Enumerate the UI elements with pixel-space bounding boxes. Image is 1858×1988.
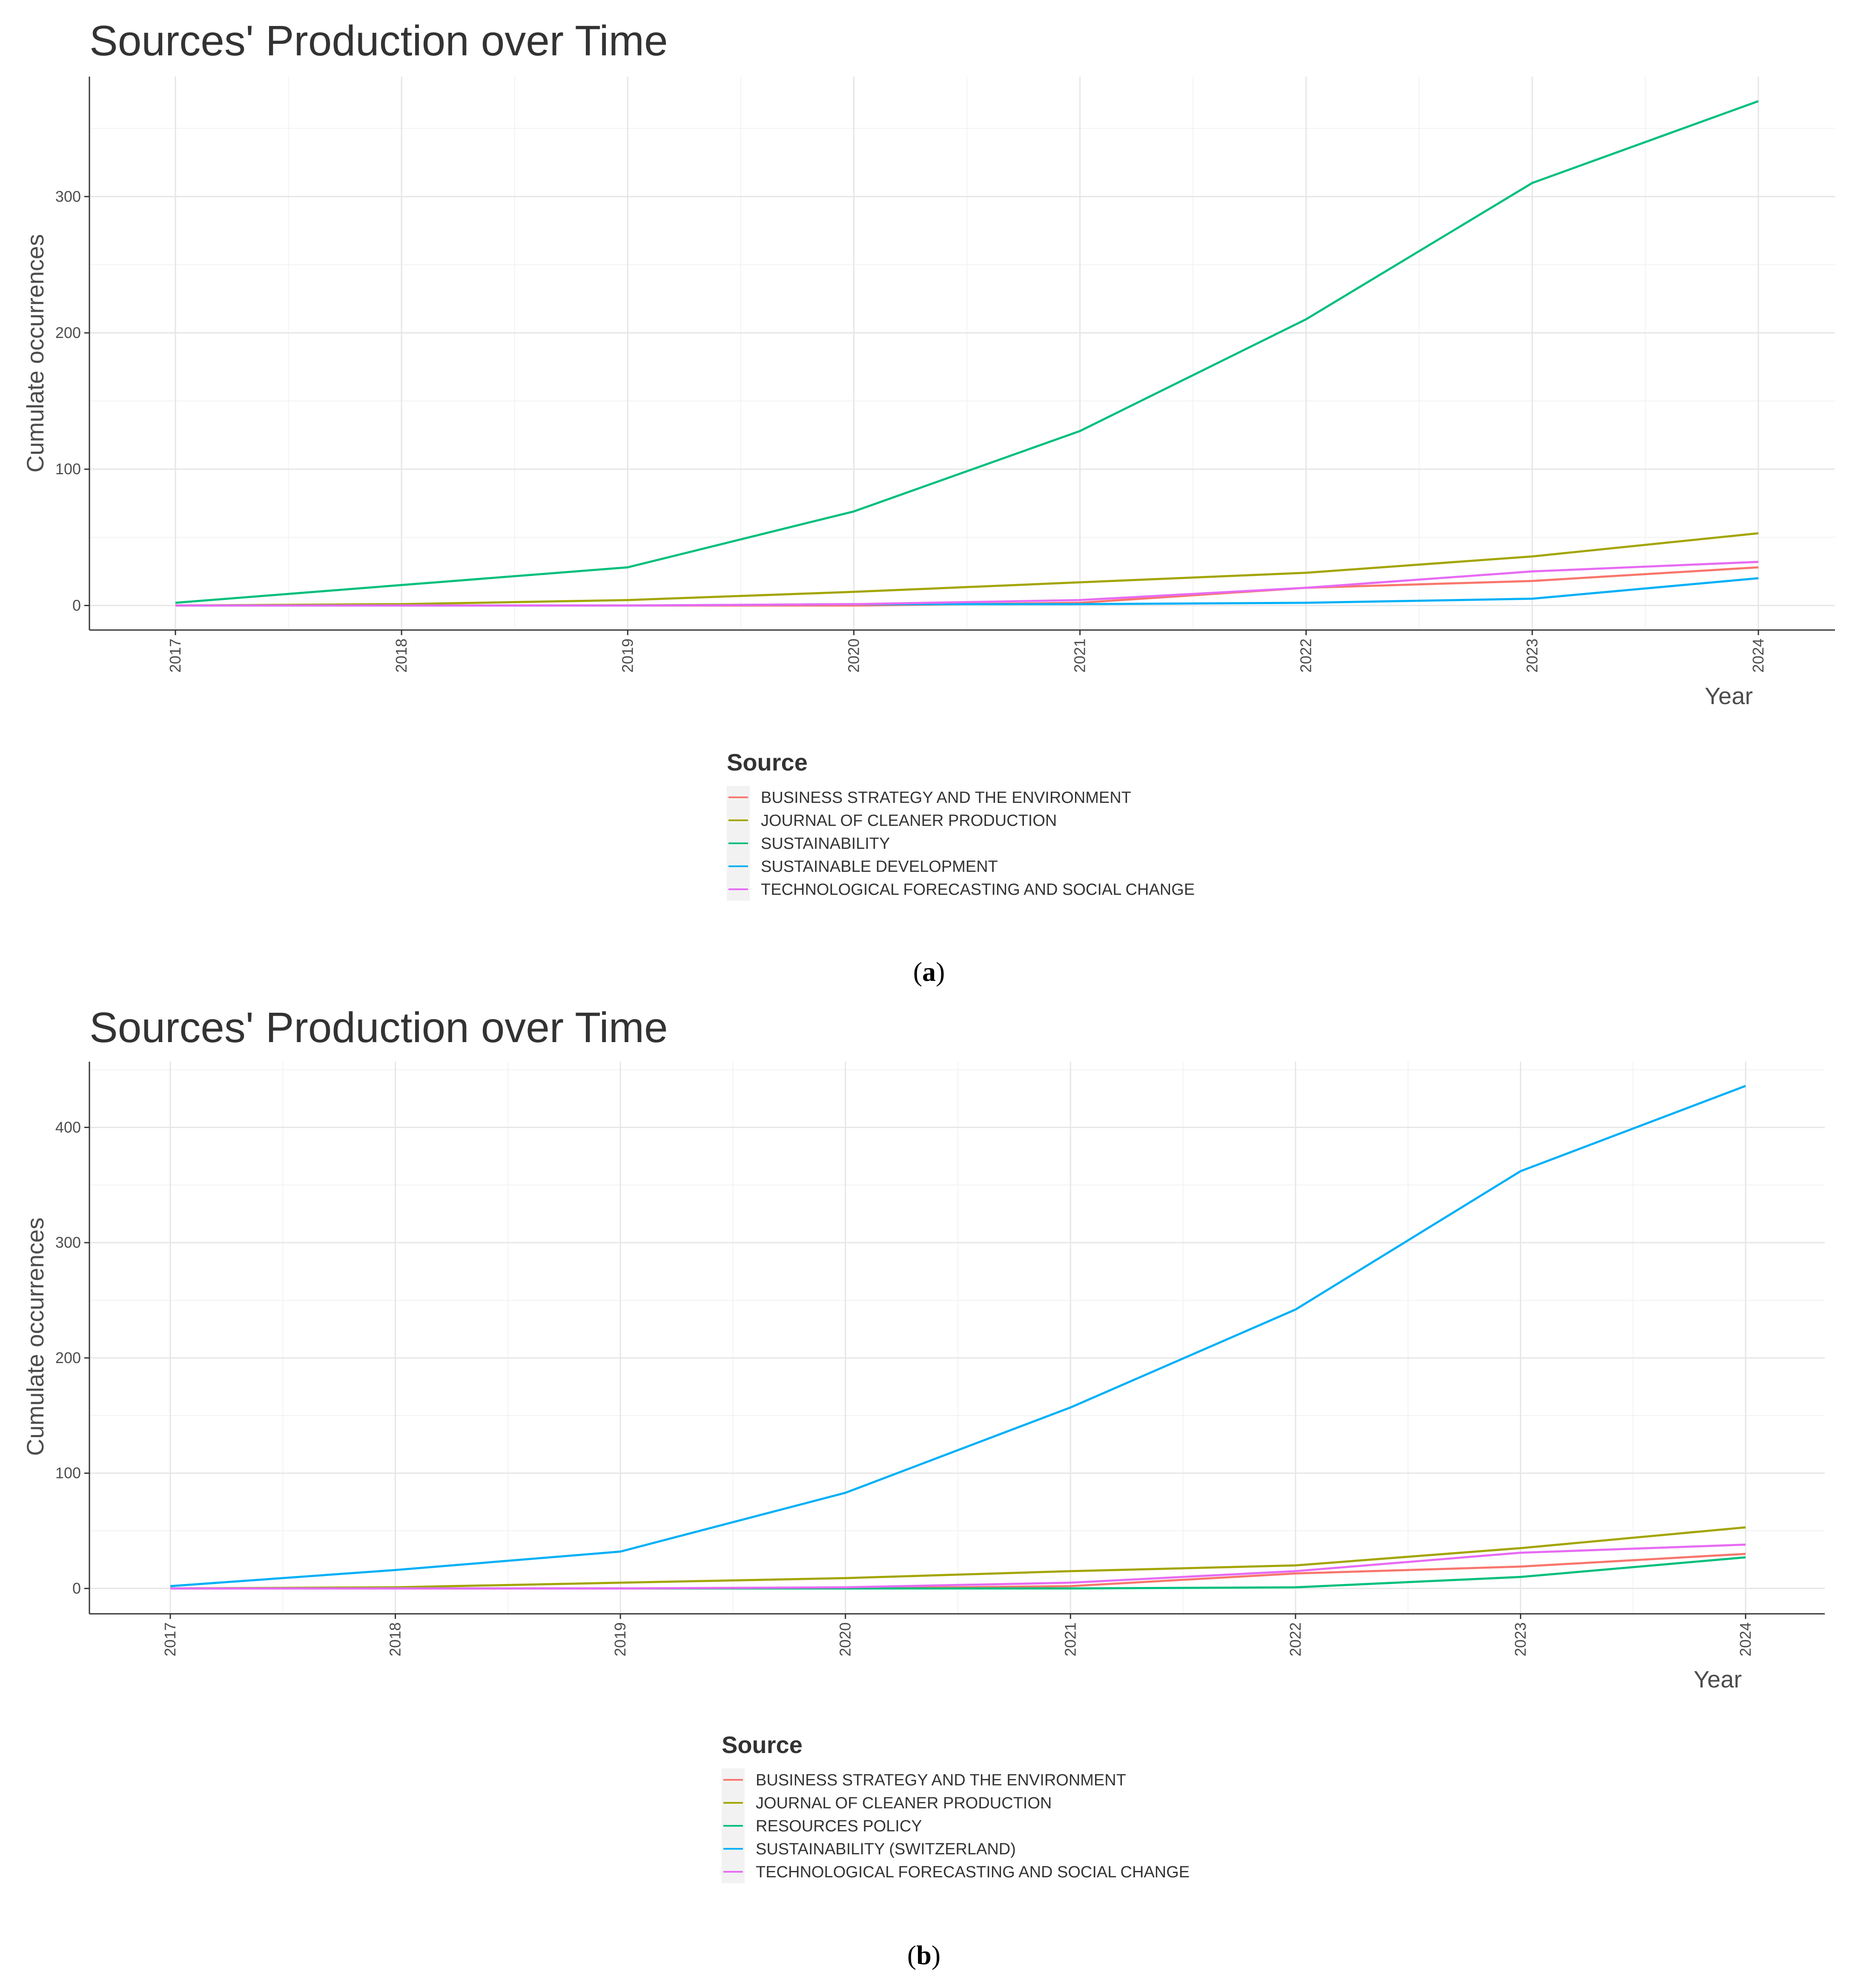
x-tick-label: 2024 [1749,639,1767,673]
chart-title: Sources' Production over Time [89,1004,668,1051]
y-tick-label: 200 [55,1349,81,1366]
x-tick-label: 2018 [393,639,410,673]
series-line [175,561,1759,607]
y-tick-label: 300 [55,188,81,205]
x-tick-label: 2020 [845,639,862,673]
x-tick-label: 2020 [837,1622,854,1656]
chart-panel-b: Sources' Production over Time 0 100 200 300… [22,1004,1825,1970]
x-axis-label: Year [1705,682,1753,709]
legend-entries: BUSINESS STRATEGY AND THE ENVIRONMENT JOU… [722,1768,1190,1883]
legend-entries: BUSINESS STRATEGY AND THE ENVIRONMENT JOU… [727,786,1195,901]
chart-panel-a: Sources' Production over Time 0 100 200 300… [22,17,1835,987]
panel-caption-a: (a) [913,957,945,987]
x-axis-label: Year [1694,1666,1742,1693]
x-tick-label: 2024 [1737,1622,1754,1656]
x-tick-label: 2021 [1071,639,1089,673]
gridlines [89,77,1835,630]
legend: Source BUSINESS STRATEGY AND THE ENVIRON… [722,1731,1190,1883]
y-tick-label: 300 [55,1234,81,1251]
axes [89,77,1835,631]
series-line [170,1526,1746,1590]
legend-label: SUSTAINABILITY [761,835,890,853]
x-tick-label: 2023 [1511,1622,1529,1656]
legend-label: SUSTAINABLE DEVELOPMENT [761,858,998,876]
legend-label: BUSINESS STRATEGY AND THE ENVIRONMENT [756,1771,1126,1789]
series-lines [175,100,1759,607]
y-tick-label: 200 [55,324,81,341]
caption-letter: b [916,1940,932,1970]
legend-title: Source [722,1731,803,1758]
y-axis-label: Cumulate occurrences [22,234,49,473]
y-tick-label: 0 [72,1579,81,1597]
legend-label: SUSTAINABILITY (SWITZERLAND) [756,1840,1016,1858]
x-tick-label: 2017 [161,1622,179,1656]
chart-title: Sources' Production over Time [89,17,668,65]
y-axis-label: Cumulate occurrences [22,1217,49,1456]
caption-letter: a [922,957,936,987]
series-line [170,1544,1746,1590]
y-tick-label: 100 [55,460,81,478]
x-ticks: 2017 2018 2019 2020 2021 2022 2023 2024 [166,630,1767,673]
y-tick-label: 400 [55,1118,81,1136]
series-line [175,532,1759,607]
gridlines [89,1062,1825,1614]
legend-title: Source [727,749,808,776]
y-ticks: 0 100 200 300 400 [55,1118,89,1597]
legend-label: JOURNAL OF CLEANER PRODUCTION [756,1794,1052,1812]
x-tick-label: 2023 [1523,639,1541,673]
x-tick-label: 2021 [1061,1622,1079,1656]
legend-label: BUSINESS STRATEGY AND THE ENVIRONMENT [761,789,1131,807]
x-tick-label: 2017 [166,639,184,673]
legend-label: TECHNOLOGICAL FORECASTING AND SOCIAL CHA… [761,881,1195,899]
y-ticks: 0 100 200 300 [55,188,89,614]
x-tick-label: 2019 [619,639,636,673]
panel-caption-b: (b) [907,1940,940,1970]
x-tick-label: 2019 [611,1622,629,1656]
y-tick-label: 0 [72,596,81,614]
x-tick-label: 2022 [1287,1622,1304,1656]
x-tick-label: 2022 [1297,639,1315,673]
axes [89,1062,1825,1615]
series-line [175,100,1759,604]
series-lines [170,1085,1746,1590]
legend: Source BUSINESS STRATEGY AND THE ENVIRON… [727,749,1195,901]
series-line [170,1085,1746,1587]
x-tick-label: 2018 [387,1622,404,1656]
x-ticks: 2017 2018 2019 2020 2021 2022 2023 2024 [161,1614,1754,1656]
y-tick-label: 100 [55,1464,81,1482]
legend-label: JOURNAL OF CLEANER PRODUCTION [761,812,1057,830]
legend-label: RESOURCES POLICY [756,1817,922,1835]
legend-label: TECHNOLOGICAL FORECASTING AND SOCIAL CHA… [756,1863,1190,1881]
